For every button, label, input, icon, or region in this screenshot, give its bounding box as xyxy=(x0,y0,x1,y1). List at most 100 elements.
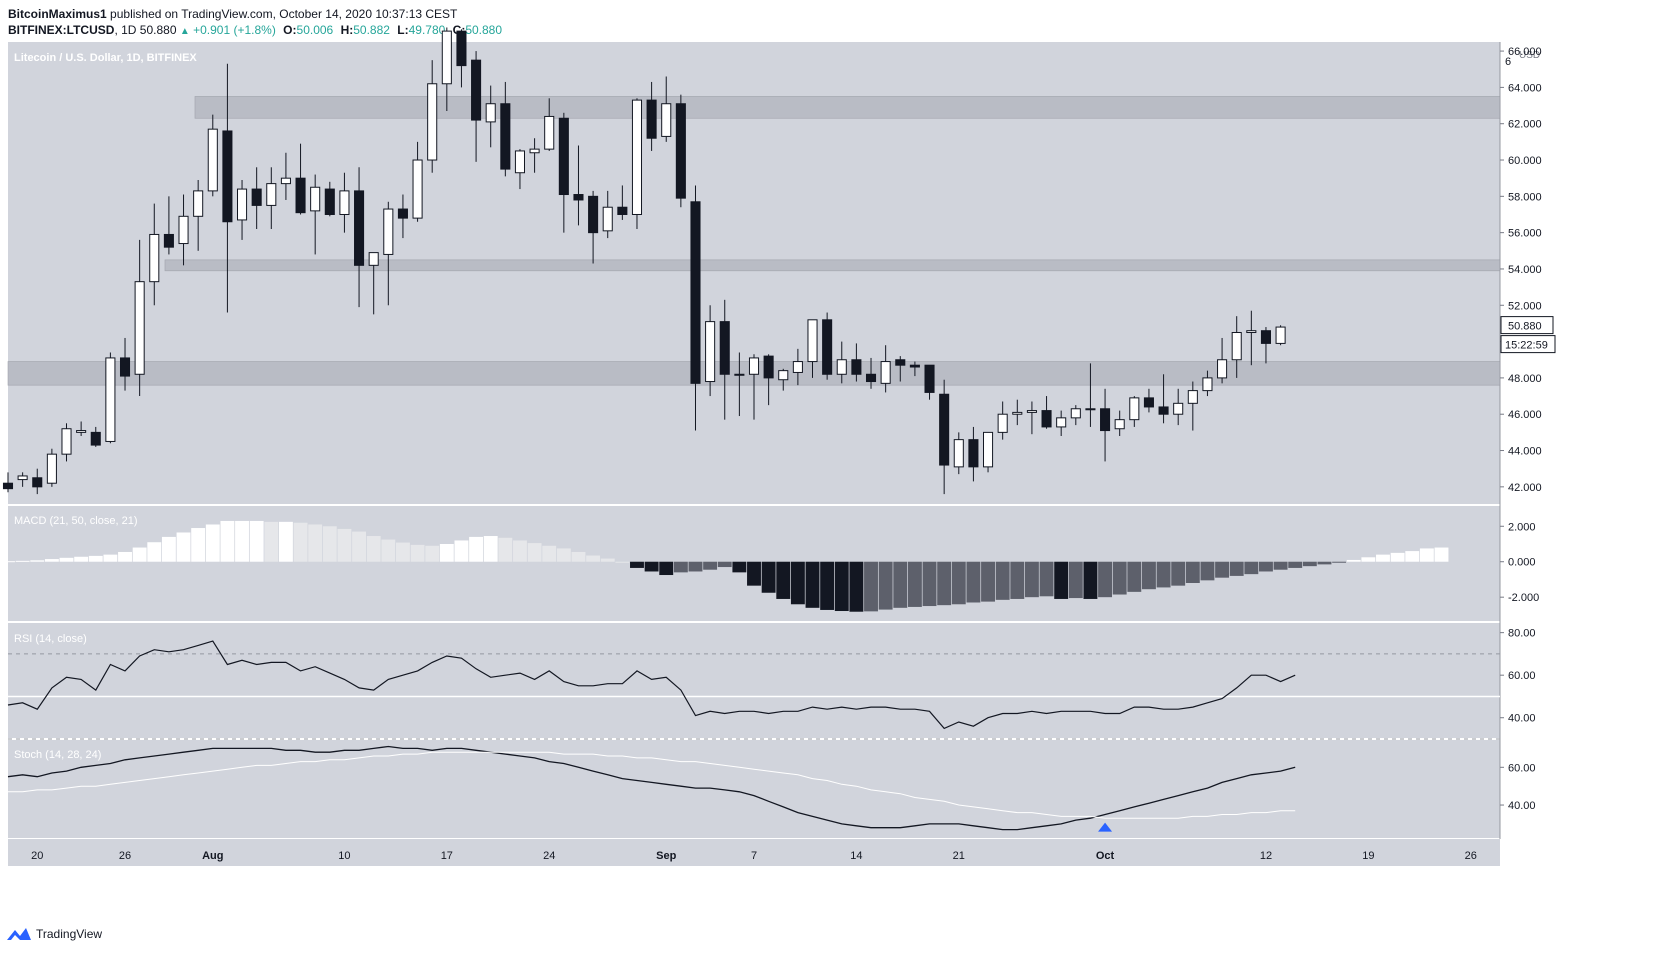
candle-body xyxy=(32,477,43,488)
countdown-box xyxy=(1500,335,1556,354)
candle-body xyxy=(61,428,72,455)
candle-body xyxy=(90,431,101,446)
candle xyxy=(865,357,877,389)
candle xyxy=(1012,399,1023,426)
macd-histogram-bar xyxy=(542,545,557,562)
tradingview-footer[interactable]: TradingView xyxy=(6,926,102,942)
macd-histogram-bar xyxy=(381,539,396,562)
candle-body xyxy=(895,359,906,366)
candle-body xyxy=(763,355,774,379)
up-arrow-icon: ▲ xyxy=(179,26,190,37)
candle-body xyxy=(1100,408,1111,432)
macd-histogram-bar xyxy=(790,561,805,605)
candle xyxy=(1275,325,1286,346)
candle-body xyxy=(134,281,145,375)
macd-tick-label: 2.000 xyxy=(1508,521,1536,533)
candle-body xyxy=(529,148,540,154)
candle-body xyxy=(1275,326,1286,344)
macd-histogram-bar xyxy=(1024,561,1039,598)
candle xyxy=(895,356,906,382)
candle xyxy=(544,98,555,151)
candle xyxy=(354,167,365,308)
publish-info: BitcoinMaximus1 published on TradingView… xyxy=(8,7,457,21)
macd-histogram-bar xyxy=(498,537,513,562)
candle xyxy=(441,27,452,111)
macd-histogram-bar xyxy=(161,536,176,562)
time-tick-label: 20 xyxy=(31,850,43,862)
last-price-label: 50.880 xyxy=(1508,321,1542,333)
macd-histogram-bar xyxy=(1288,561,1303,568)
candle xyxy=(471,51,482,162)
author-name[interactable]: BitcoinMaximus1 xyxy=(8,7,107,21)
macd-histogram-bar xyxy=(469,536,484,562)
candle-body xyxy=(953,439,964,468)
macd-histogram-bar xyxy=(864,561,878,612)
macd-histogram-bar xyxy=(922,561,937,607)
macd-histogram-bar xyxy=(849,561,864,612)
macd-histogram-bar xyxy=(454,540,469,562)
rsi-title: RSI (14, close) xyxy=(14,633,87,645)
macd-histogram-bar xyxy=(1405,551,1420,562)
candle-body xyxy=(1085,408,1096,411)
candle-body xyxy=(397,208,408,219)
price-axis-background xyxy=(1500,42,1655,866)
candle xyxy=(909,361,920,377)
macd-histogram-bar xyxy=(907,561,922,607)
candle xyxy=(1143,388,1154,413)
macd-histogram-bar xyxy=(1083,561,1098,599)
macd-histogram-bar xyxy=(717,561,732,568)
candle xyxy=(734,352,745,417)
candle-body xyxy=(76,430,87,433)
candle xyxy=(500,81,511,177)
candle xyxy=(588,190,599,264)
macd-histogram-bar xyxy=(1215,561,1230,578)
macd-histogram-bar xyxy=(1390,552,1405,562)
open-value: 50.006 xyxy=(296,23,334,37)
candle xyxy=(1070,405,1081,426)
macd-histogram-bar xyxy=(1039,561,1054,597)
macd-histogram-bar xyxy=(1229,561,1244,576)
candle xyxy=(1231,316,1242,378)
candle xyxy=(690,185,701,431)
candle-body xyxy=(163,233,174,248)
rsi-tick-label: 60.00 xyxy=(1508,670,1536,682)
candle-body xyxy=(836,359,847,375)
candle xyxy=(792,348,803,386)
candle xyxy=(193,179,204,251)
candle-body xyxy=(324,188,335,215)
price-tick-label: 58.000 xyxy=(1508,191,1542,203)
candle-body xyxy=(1114,419,1125,430)
rsi-tick-label: 40.00 xyxy=(1508,713,1536,725)
macd-histogram-bar xyxy=(15,560,30,562)
candle xyxy=(1217,337,1228,384)
low-value: 49.780 xyxy=(408,23,446,37)
macd-histogram-bar xyxy=(1361,557,1376,562)
candle xyxy=(1246,310,1257,366)
macd-histogram-bar xyxy=(205,524,220,562)
macd-histogram-bar xyxy=(586,555,601,562)
macd-histogram-bar xyxy=(1185,561,1200,583)
candle xyxy=(339,172,350,233)
publish-date: published on TradingView.com, October 14… xyxy=(110,7,458,21)
candle-body xyxy=(222,130,233,223)
macd-histogram-bar xyxy=(571,551,586,562)
brand-name: TradingView xyxy=(36,927,103,941)
candle xyxy=(763,354,774,406)
macd-histogram-bar xyxy=(1434,547,1449,562)
candle xyxy=(485,85,496,148)
support-resistance-zone xyxy=(194,96,1501,119)
candle-body xyxy=(427,83,438,161)
candle xyxy=(456,29,467,88)
price-tick-label: 44.000 xyxy=(1508,446,1542,458)
candle-body xyxy=(690,201,701,384)
price-tick-label: 56.000 xyxy=(1508,228,1542,240)
candle-body xyxy=(1187,390,1198,404)
macd-histogram-bar xyxy=(732,561,747,573)
macd-histogram-bar xyxy=(615,561,630,563)
candle-body xyxy=(441,30,452,85)
price-tick-label: 42.000 xyxy=(1508,482,1542,494)
candle xyxy=(397,194,408,239)
macd-histogram-bar xyxy=(439,544,454,562)
macd-histogram-bar xyxy=(44,559,59,562)
